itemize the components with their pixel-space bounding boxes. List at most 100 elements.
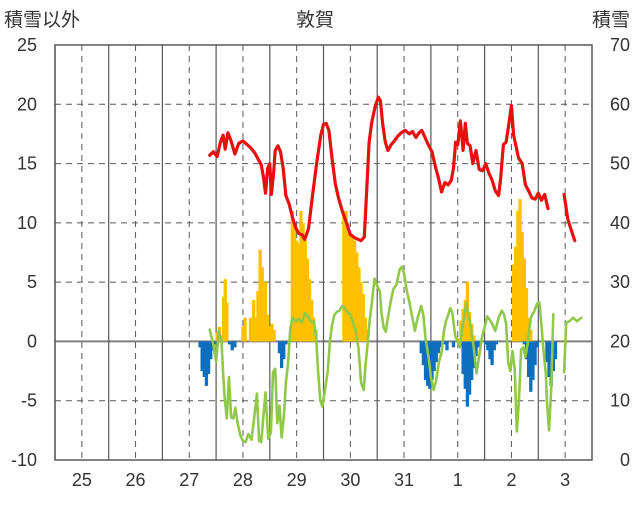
- plot-frame: [54, 44, 593, 461]
- precip_negative-bar: [230, 341, 234, 351]
- precip_positive-bar: [243, 317, 247, 342]
- y-right-tick-label: 40: [610, 213, 630, 233]
- precip_positive-bar: [225, 302, 229, 342]
- precip_negative-bar: [553, 341, 558, 360]
- precip_positive-bar: [514, 246, 518, 342]
- y-right-tick-label: 10: [610, 391, 630, 411]
- y-right-tick-label: 0: [620, 450, 630, 470]
- precip_positive-bar: [357, 267, 361, 342]
- precip_positive-bar: [363, 317, 368, 342]
- wind-line: [208, 265, 583, 444]
- precip_positive-bar: [305, 258, 310, 342]
- precip_negative-bar: [533, 341, 537, 366]
- y-left-tick-label: 20: [17, 94, 37, 114]
- precip_negative-bar: [535, 341, 539, 348]
- precip_positive-bar: [260, 267, 264, 342]
- precip_positive-bar: [359, 282, 363, 342]
- precip_negative-bar: [494, 341, 499, 345]
- precip_positive-bar: [307, 279, 312, 342]
- precip_positive-bar: [520, 231, 524, 342]
- left-axis-title: 積雪以外: [4, 9, 80, 31]
- precip_positive-bar: [342, 211, 346, 342]
- precip_negative-bar: [488, 341, 492, 360]
- precip_negative-bar: [490, 341, 494, 366]
- precip_positive-bar: [352, 240, 357, 342]
- precip_negative-bar: [277, 341, 282, 354]
- precip_positive-bar: [297, 243, 301, 342]
- precip_negative-bar: [434, 341, 438, 363]
- precip_negative-bar: [529, 341, 533, 392]
- precip_negative-bar: [209, 341, 213, 360]
- precip_negative-bar: [213, 341, 217, 345]
- precip_positive-bar: [457, 338, 461, 342]
- precip_negative-bar: [198, 341, 202, 348]
- precip_negative-bar: [467, 341, 472, 395]
- precip_positive-bar: [344, 211, 348, 342]
- precip_negative-bar: [470, 341, 474, 380]
- precip_positive-bar: [254, 317, 258, 342]
- x-tick-label: 1: [453, 470, 463, 490]
- precip_positive-bar: [463, 299, 467, 342]
- precip_negative-bar: [474, 341, 478, 357]
- series-lines: [208, 95, 583, 444]
- precip_negative-bar: [204, 341, 209, 386]
- x-tick-label: 26: [126, 470, 146, 490]
- precip_negative-bar: [486, 341, 490, 351]
- x-tick-label: 3: [560, 470, 570, 490]
- precip_negative-bar: [476, 341, 480, 348]
- precip_positive-bar: [290, 211, 295, 342]
- precip_positive-bar: [258, 249, 262, 342]
- precip_negative-bar: [282, 341, 286, 360]
- precip_positive-bar: [292, 225, 297, 342]
- precip_positive-bar: [303, 240, 307, 342]
- precip_negative-bar: [445, 341, 449, 351]
- precip_positive-bar: [263, 282, 268, 342]
- precip_negative-bar: [419, 341, 423, 354]
- precip_negative-bar: [421, 341, 426, 366]
- precip_negative-bar: [279, 341, 284, 369]
- y-left-tick-label: -5: [21, 391, 37, 411]
- precip_negative-bar: [423, 341, 428, 380]
- precip_negative-bar: [461, 341, 465, 375]
- x-tick-label: 25: [72, 470, 92, 490]
- precip_positive-bar: [350, 234, 355, 342]
- precip_positive-bar: [252, 299, 256, 342]
- precip_positive-bar: [301, 222, 305, 342]
- temperature-line: [208, 95, 577, 243]
- y-right-tick-label: 70: [610, 35, 630, 55]
- y-left-tick-label: 25: [17, 35, 37, 55]
- precip_negative-bar: [200, 341, 204, 372]
- x-tick-label: 30: [340, 470, 360, 490]
- precip_positive-bar: [348, 234, 352, 342]
- tick-labels: -10 -5 0 5 10 15 20 25 0 10 20 30 40 50 60 70 25 26 27 28 29…: [11, 35, 630, 490]
- precip_negative-bar: [451, 341, 456, 348]
- precip_negative-bar: [430, 341, 434, 380]
- precip_positive-bar: [518, 199, 522, 342]
- precip_negative-bar: [526, 341, 531, 377]
- y-left-tick-label: 5: [27, 272, 37, 292]
- precip_negative-bar: [202, 341, 206, 377]
- x-tick-label: 2: [506, 470, 516, 490]
- precip_positive-bar: [524, 288, 529, 342]
- precip_negative-bar: [522, 341, 526, 345]
- precip_positive-bar: [266, 314, 270, 342]
- precip_positive-bar: [355, 252, 359, 342]
- precip_negative-bar: [463, 341, 467, 389]
- precip_positive-bar: [241, 326, 245, 342]
- precip_positive-bar: [346, 222, 350, 342]
- x-tick-label: 29: [287, 470, 307, 490]
- precip_positive-bar: [522, 258, 526, 342]
- precip_positive-bar: [299, 211, 303, 342]
- precip_positive-bar: [272, 329, 276, 342]
- precip_positive-bar: [529, 329, 533, 342]
- precip_negative-bar: [545, 341, 549, 363]
- y-left-tick-label: 0: [27, 331, 37, 351]
- precip_negative-bar: [492, 341, 496, 351]
- precip_positive-bar: [268, 326, 272, 342]
- precip_negative-bar: [484, 341, 488, 345]
- precip_negative-bar: [531, 341, 535, 380]
- x-tick-label: 28: [233, 470, 253, 490]
- precip_positive-bar: [361, 294, 365, 342]
